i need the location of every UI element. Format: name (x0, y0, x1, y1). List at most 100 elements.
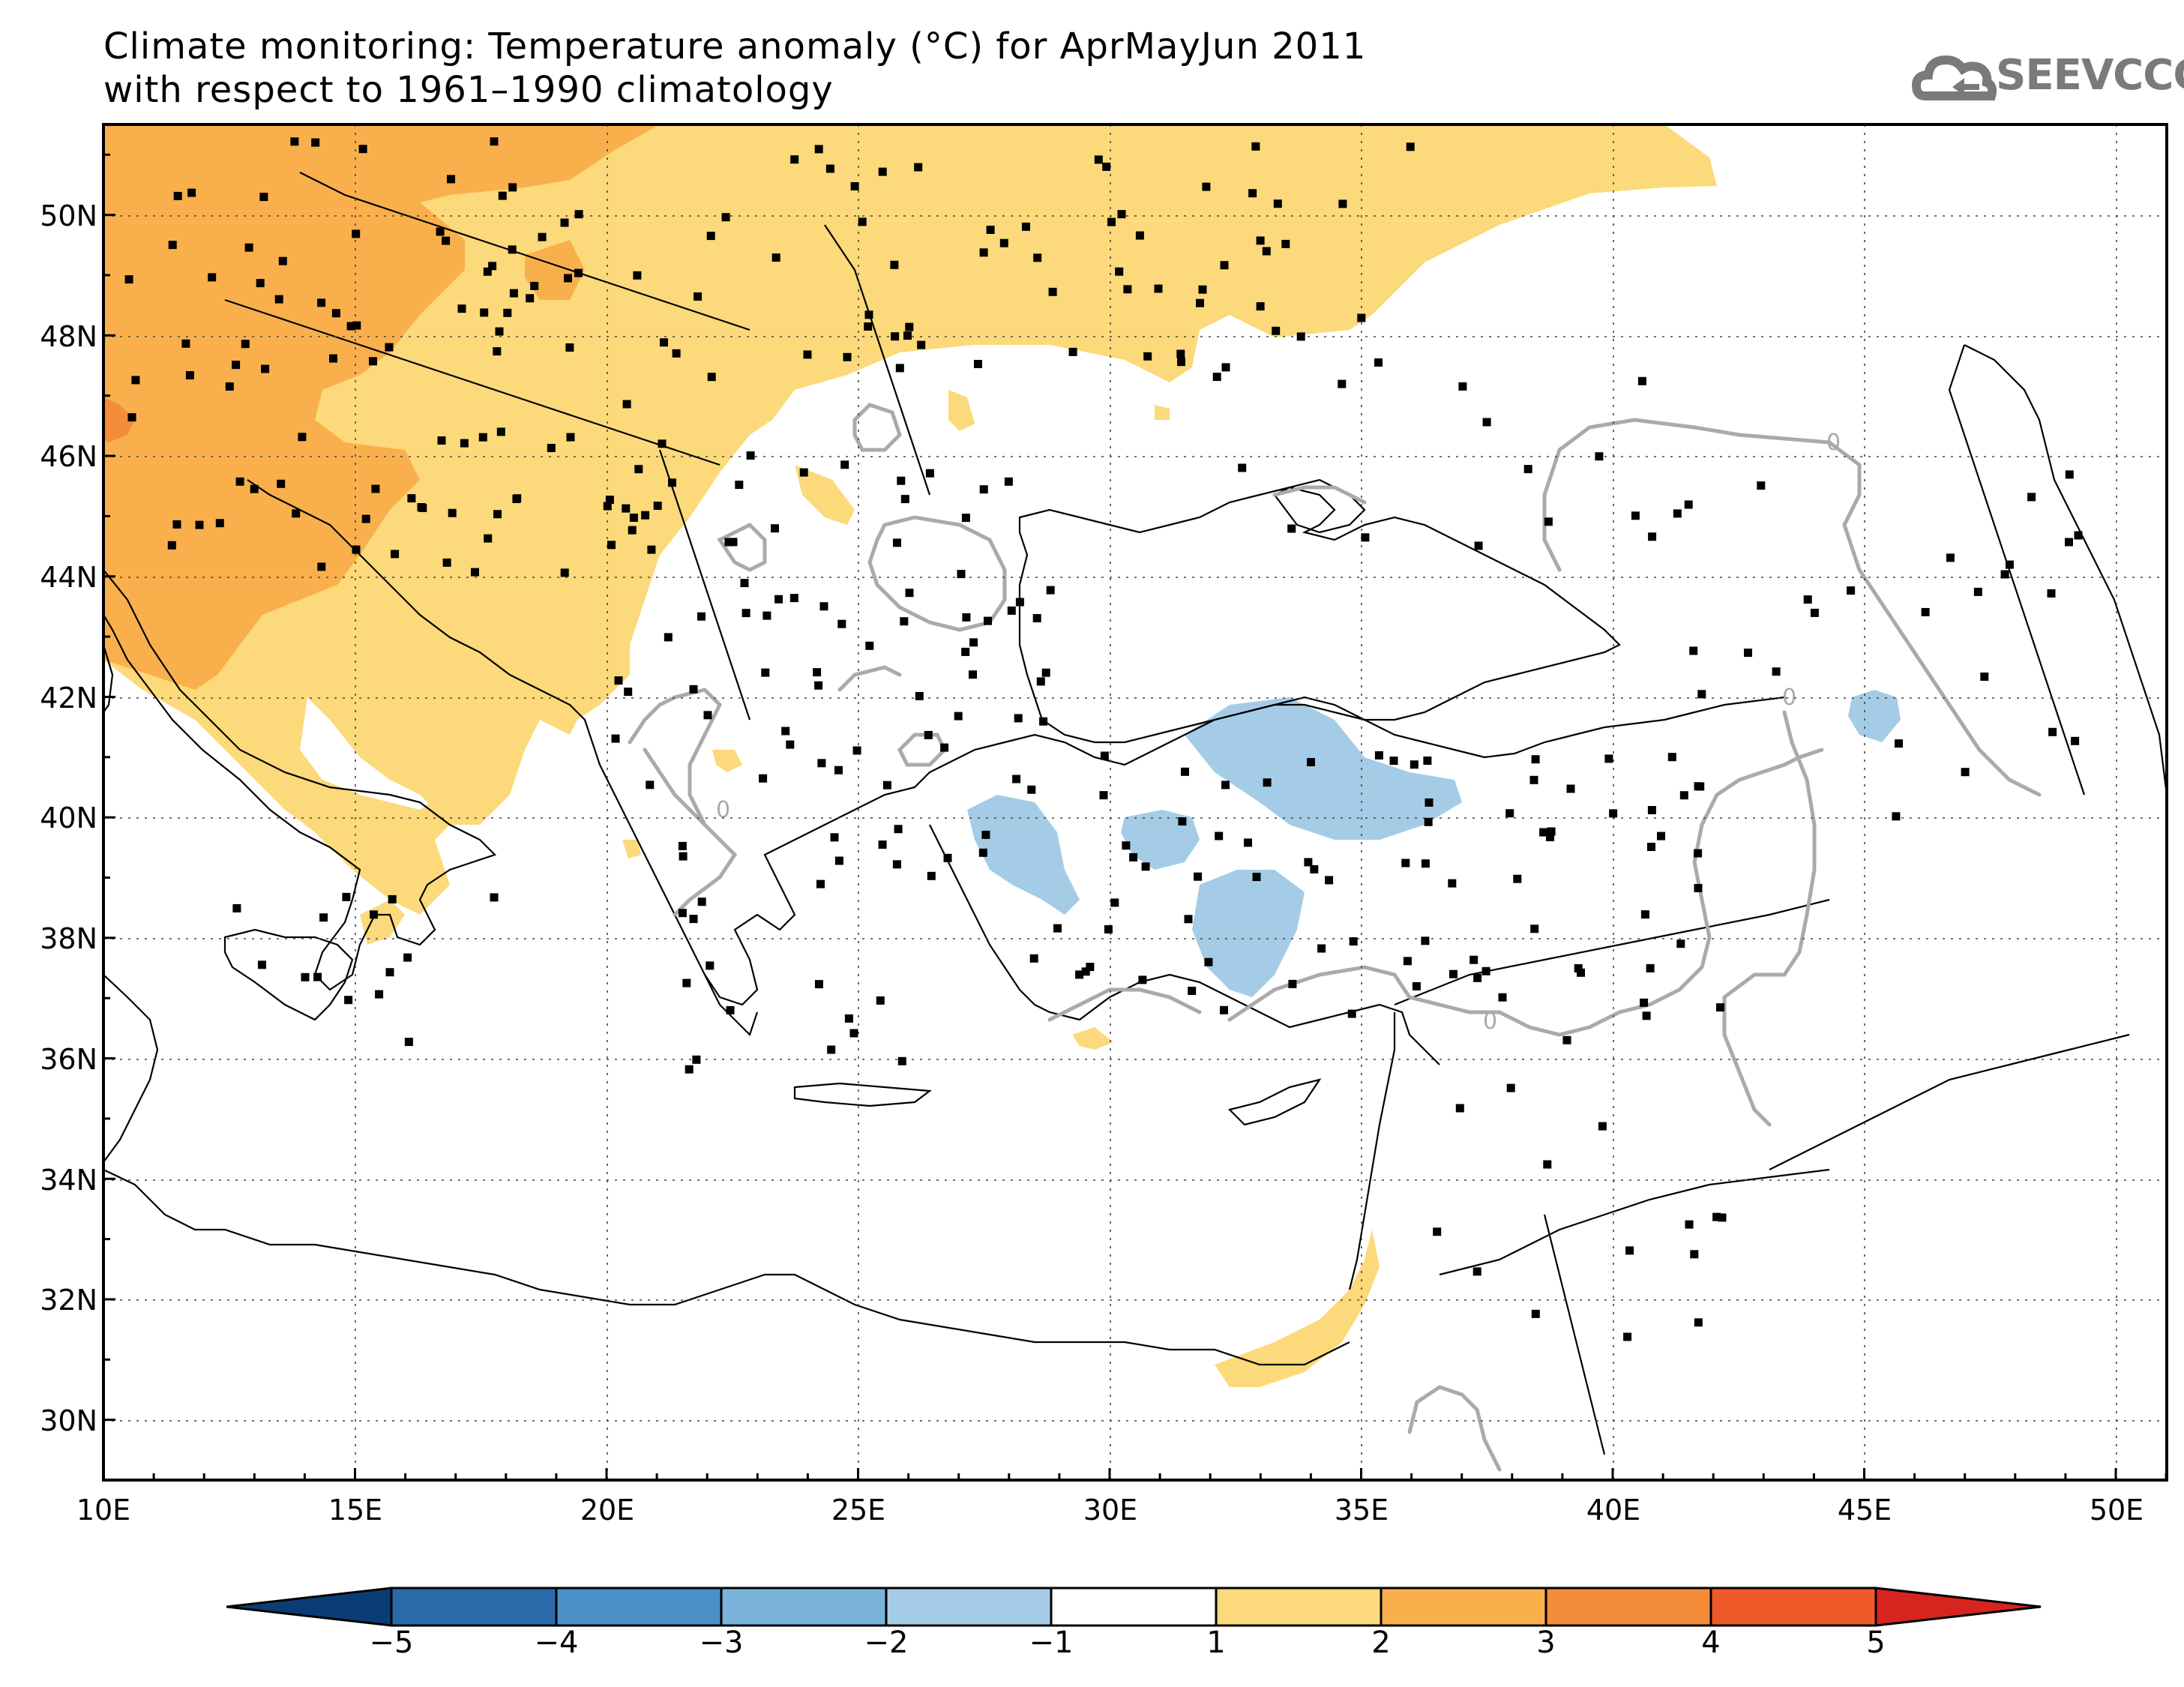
station-marker (391, 550, 400, 559)
station-marker (1646, 963, 1655, 972)
station-marker (526, 294, 535, 303)
colorbar-label: 2 (1371, 1626, 1391, 1660)
station-marker (1304, 858, 1313, 867)
station-marker (2005, 560, 2014, 569)
zero-contour-line (1557, 418, 2042, 797)
station-marker (603, 502, 612, 511)
station-marker (1015, 598, 1024, 607)
station-marker (647, 545, 656, 554)
x-tick-label: 25E (831, 1494, 886, 1527)
station-marker (1684, 500, 1693, 509)
station-marker (890, 260, 899, 269)
station-marker (707, 373, 716, 382)
station-marker (457, 304, 466, 313)
station-marker (1086, 963, 1095, 972)
station-marker (1248, 189, 1257, 198)
colorbar-label: 4 (1701, 1626, 1721, 1660)
station-marker (762, 611, 771, 620)
station-marker (1625, 1246, 1634, 1255)
station-marker (1640, 998, 1649, 1007)
station-marker (844, 1014, 853, 1023)
station-marker (1099, 791, 1108, 800)
colorbar-label: −2 (864, 1626, 909, 1660)
station-marker (628, 526, 637, 535)
station-marker (611, 734, 620, 743)
station-marker (232, 903, 241, 912)
station-marker (388, 894, 397, 903)
station-marker (703, 711, 712, 720)
station-marker (1273, 199, 1282, 208)
station-marker (974, 360, 982, 368)
station-marker (1212, 373, 1221, 382)
y-tick-label: 40N (40, 802, 97, 835)
station-marker (215, 519, 224, 528)
svg-text:0: 0 (1782, 685, 1796, 711)
colorbar-label: −5 (369, 1626, 414, 1660)
station-marker (1531, 755, 1540, 764)
station-marker (1718, 1213, 1727, 1222)
station-marker (1100, 751, 1109, 760)
station-marker (565, 343, 574, 352)
station-marker (1178, 817, 1187, 826)
station-marker (837, 619, 846, 628)
station-marker (682, 978, 691, 987)
station-marker (961, 647, 970, 656)
station-marker (442, 236, 451, 245)
station-marker (1642, 1011, 1651, 1020)
station-marker (658, 439, 667, 448)
station-marker (1421, 936, 1430, 945)
station-marker (962, 613, 971, 622)
y-tick-label: 42N (40, 682, 97, 715)
station-marker (173, 191, 182, 200)
colorbar-label: 1 (1206, 1626, 1226, 1660)
x-tick-label: 10E (76, 1494, 131, 1527)
station-marker (979, 248, 988, 257)
station-marker (1421, 859, 1430, 868)
station-marker (1892, 812, 1901, 821)
station-marker (478, 433, 487, 442)
station-marker (746, 451, 755, 460)
station-marker (1251, 142, 1260, 151)
station-marker (370, 910, 378, 919)
station-marker (127, 413, 136, 422)
station-marker (986, 226, 995, 234)
colorbar-swatch (1380, 1587, 1547, 1627)
station-marker (1107, 217, 1116, 226)
station-marker (574, 210, 583, 219)
graticule (103, 124, 2167, 1480)
station-marker (1712, 1212, 1721, 1221)
station-marker (1129, 852, 1138, 861)
colorbar (226, 1587, 2042, 1627)
station-marker (827, 1045, 836, 1054)
station-marker (1374, 751, 1383, 760)
station-marker (1154, 284, 1163, 293)
station-marker (740, 579, 749, 588)
station-marker (1317, 944, 1326, 953)
station-marker (895, 364, 904, 373)
station-marker (1068, 347, 1077, 356)
station-marker (530, 281, 539, 290)
cloud-icon (1911, 55, 1997, 100)
station-marker (1022, 222, 1030, 231)
station-marker (2065, 538, 2073, 547)
colorbar-label: 5 (1866, 1626, 1886, 1660)
station-marker (878, 167, 887, 176)
station-marker (882, 781, 891, 790)
station-marker (660, 338, 668, 347)
station-marker (404, 1038, 413, 1047)
station-marker (1667, 753, 1676, 762)
station-marker (1238, 463, 1247, 472)
station-marker (385, 968, 394, 977)
station-marker (1176, 349, 1185, 358)
station-marker (1349, 937, 1358, 946)
station-marker (274, 295, 283, 304)
station-marker (1281, 239, 1290, 248)
station-marker (759, 774, 768, 783)
station-marker (1122, 841, 1131, 850)
station-marker (1513, 874, 1522, 883)
station-marker (1406, 142, 1415, 151)
station-marker (1221, 781, 1230, 790)
map-title-line1: Climate monitoring: Temperature anomaly … (103, 25, 1367, 67)
station-marker (503, 308, 512, 317)
station-marker (509, 289, 518, 298)
